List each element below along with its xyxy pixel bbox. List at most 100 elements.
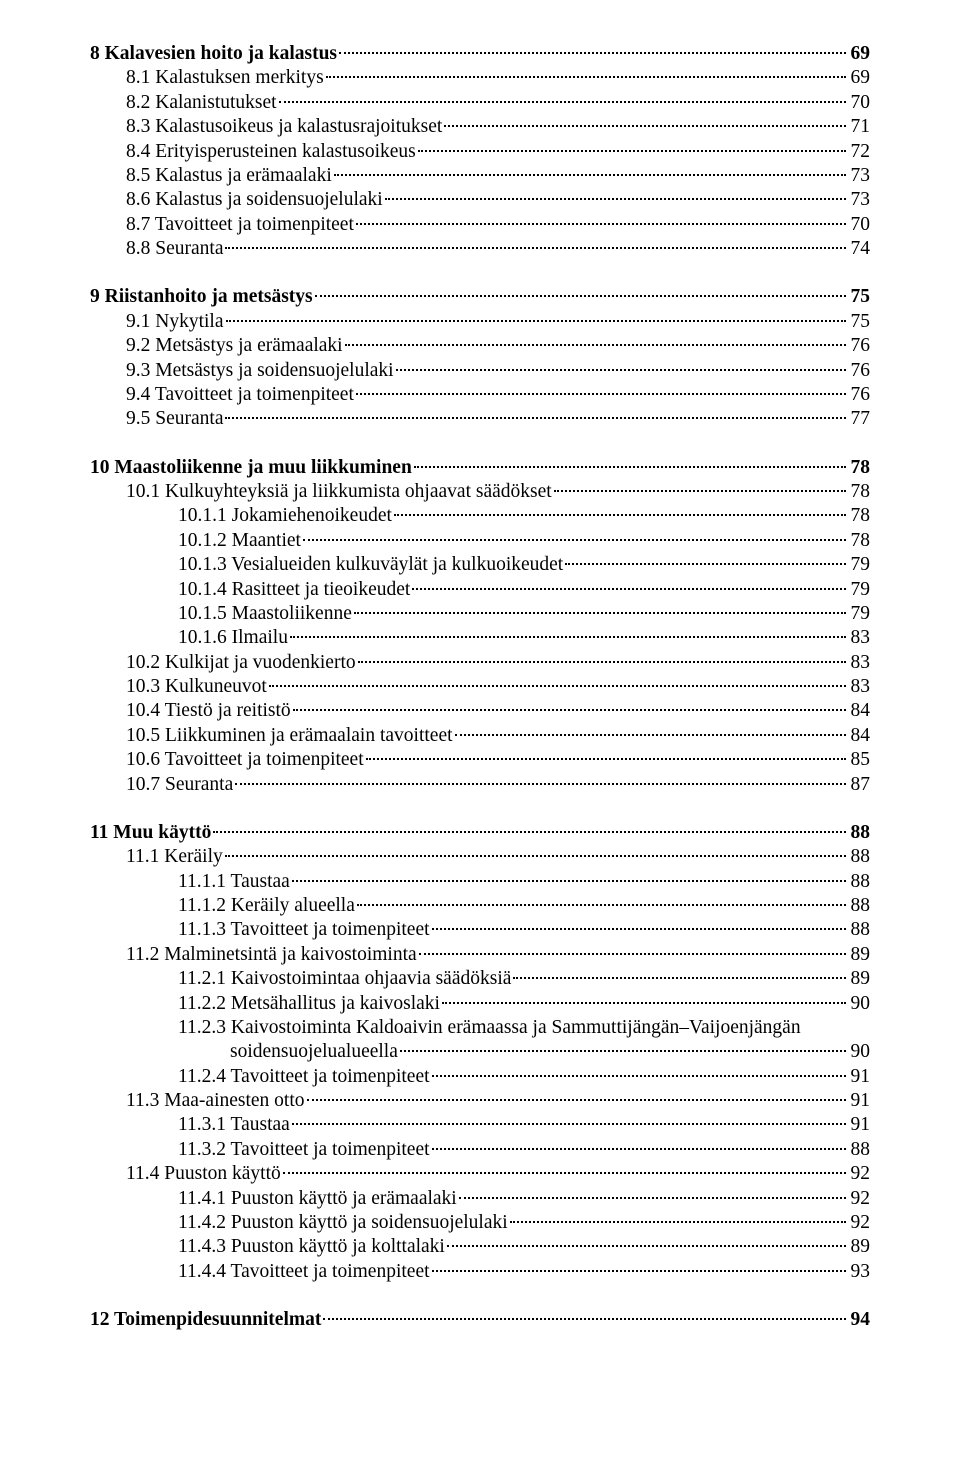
toc-entry: 10.1.2 Maantiet78	[90, 529, 870, 553]
toc-entry: 10.2 Kulkijat ja vuodenkierto 83	[90, 651, 870, 675]
toc-label: 10.1.4 Rasitteet ja tieoikeudet	[178, 578, 410, 602]
section-gap	[90, 797, 870, 821]
toc-leader	[459, 1197, 846, 1199]
toc-page: 83	[851, 651, 871, 675]
toc-label: 9.1 Nykytila	[126, 310, 224, 334]
toc-page: 76	[851, 359, 871, 383]
toc-entry: 11.4.4 Tavoitteet ja toimenpiteet93	[90, 1260, 870, 1284]
toc-page: 72	[851, 140, 871, 164]
toc-leader	[510, 1221, 846, 1223]
toc-label: 11.2.3 Kaivostoiminta Kaldoaivin erämaas…	[178, 1016, 801, 1040]
toc-label: 11.1.1 Taustaa	[178, 870, 290, 894]
toc-label: 8.1 Kalastuksen merkitys	[126, 66, 324, 90]
toc-leader	[400, 1050, 846, 1052]
toc-label: 11.3.1 Taustaa	[178, 1113, 290, 1137]
toc-page: 73	[851, 164, 871, 188]
toc-label: 11.4.1 Puuston käyttö ja erämaalaki	[178, 1187, 457, 1211]
toc-leader	[444, 125, 845, 127]
toc-page: 83	[851, 626, 871, 650]
toc-page: 70	[851, 91, 871, 115]
toc-label: 11.2.1 Kaivostoimintaa ohjaavia säädöksi…	[178, 967, 511, 991]
toc-label: 8.2 Kalanistutukset	[126, 91, 277, 115]
toc-label: 10.6 Tavoitteet ja toimenpiteet	[126, 748, 364, 772]
toc-entry: 8.1 Kalastuksen merkitys69	[90, 66, 870, 90]
toc-leader	[290, 636, 846, 638]
toc-leader	[293, 709, 846, 711]
toc-entry: 10.4 Tiestö ja reitistö84	[90, 699, 870, 723]
toc-entry: 10.1.6 Ilmailu83	[90, 626, 870, 650]
toc-entry: 9.2 Metsästys ja erämaalaki 76	[90, 334, 870, 358]
toc-page: 77	[851, 407, 871, 431]
toc-leader	[303, 539, 846, 541]
toc-page: 79	[851, 602, 871, 626]
toc-leader	[432, 1148, 846, 1150]
toc-page: 89	[851, 967, 871, 991]
toc-entry: 9.3 Metsästys ja soidensuojelulaki76	[90, 359, 870, 383]
toc-leader	[455, 734, 846, 736]
toc-leader	[334, 174, 846, 176]
toc-leader	[279, 101, 846, 103]
toc-leader	[432, 1075, 846, 1077]
toc-leader	[396, 369, 846, 371]
toc-page: 91	[851, 1089, 871, 1113]
toc-label: 10.1.5 Maastoliikenne	[178, 602, 352, 626]
toc-label: 8.5 Kalastus ja erämaalaki	[126, 164, 332, 188]
toc-entry: 11.4.1 Puuston käyttö ja erämaalaki 92	[90, 1187, 870, 1211]
toc-page: 94	[851, 1308, 871, 1332]
toc-page: 85	[851, 748, 871, 772]
toc-label: 9 Riistanhoito ja metsästys	[90, 285, 313, 309]
toc-label: 10.7 Seuranta	[126, 773, 233, 797]
toc-label: 10.2 Kulkijat ja vuodenkierto	[126, 651, 356, 675]
toc-entry: 9 Riistanhoito ja metsästys75	[90, 285, 870, 309]
toc-label: 11.2 Malminetsintä ja kaivostoiminta	[126, 943, 417, 967]
toc-entry: 10.7 Seuranta87	[90, 773, 870, 797]
toc-label: 11.4 Puuston käyttö	[126, 1162, 281, 1186]
toc-entry: 10.1 Kulkuyhteyksiä ja liikkumista ohjaa…	[90, 480, 870, 504]
toc-page: 92	[851, 1187, 871, 1211]
toc-label: 10.3 Kulkuneuvot	[126, 675, 267, 699]
toc-page: 69	[851, 42, 871, 66]
toc-page: 74	[851, 237, 871, 261]
toc-page: 92	[851, 1211, 871, 1235]
toc-leader	[323, 1318, 845, 1320]
toc-entry: 11.3.2 Tavoitteet ja toimenpiteet88	[90, 1138, 870, 1162]
toc-label: 9.2 Metsästys ja erämaalaki	[126, 334, 343, 358]
toc-page: 84	[851, 699, 871, 723]
toc-page: 73	[851, 188, 871, 212]
toc-label: 11.1.3 Tavoitteet ja toimenpiteet	[178, 918, 430, 942]
toc-entry: 11.2.3 Kaivostoiminta Kaldoaivin erämaas…	[90, 1016, 870, 1040]
toc-leader	[225, 855, 846, 857]
toc-label: 11 Muu käyttö	[90, 821, 211, 845]
toc-page: 89	[851, 943, 871, 967]
toc-entry: soidensuojelualueella90	[90, 1040, 870, 1064]
toc-leader	[414, 466, 846, 468]
toc-label: 10.5 Liikkuminen ja erämaalain tavoittee…	[126, 724, 453, 748]
toc-entry: 8.4 Erityisperusteinen kalastusoikeus72	[90, 140, 870, 164]
toc-entry: 11.1.2 Keräily alueella88	[90, 894, 870, 918]
toc-leader	[356, 393, 846, 395]
toc-leader	[225, 247, 845, 249]
toc-page: 79	[851, 553, 871, 577]
section-gap	[90, 261, 870, 285]
toc-page: 91	[851, 1065, 871, 1089]
toc-entry: 8.5 Kalastus ja erämaalaki 73	[90, 164, 870, 188]
toc-label: 11.3 Maa-ainesten otto	[126, 1089, 305, 1113]
toc-label: 8.7 Tavoitteet ja toimenpiteet	[126, 213, 354, 237]
toc-entry: 12 Toimenpidesuunnitelmat 94	[90, 1308, 870, 1332]
toc-label: 11.1 Keräily	[126, 845, 223, 869]
toc-label: 10.1 Kulkuyhteyksiä ja liikkumista ohjaa…	[126, 480, 552, 504]
toc-label: 9.4 Tavoitteet ja toimenpiteet	[126, 383, 354, 407]
toc-label: 8.8 Seuranta	[126, 237, 223, 261]
toc-label: 11.2.2 Metsähallitus ja kaivoslaki	[178, 992, 440, 1016]
toc-leader	[412, 588, 845, 590]
section-gap	[90, 1284, 870, 1308]
toc-page: 84	[851, 724, 871, 748]
toc-leader	[292, 880, 846, 882]
toc-page: 76	[851, 334, 871, 358]
toc-leader	[213, 831, 845, 833]
toc-label: 12 Toimenpidesuunnitelmat	[90, 1308, 321, 1332]
toc-page: 92	[851, 1162, 871, 1186]
toc-entry: 9.1 Nykytila75	[90, 310, 870, 334]
toc-entry: 11.4 Puuston käyttö 92	[90, 1162, 870, 1186]
toc-page: 88	[851, 894, 871, 918]
